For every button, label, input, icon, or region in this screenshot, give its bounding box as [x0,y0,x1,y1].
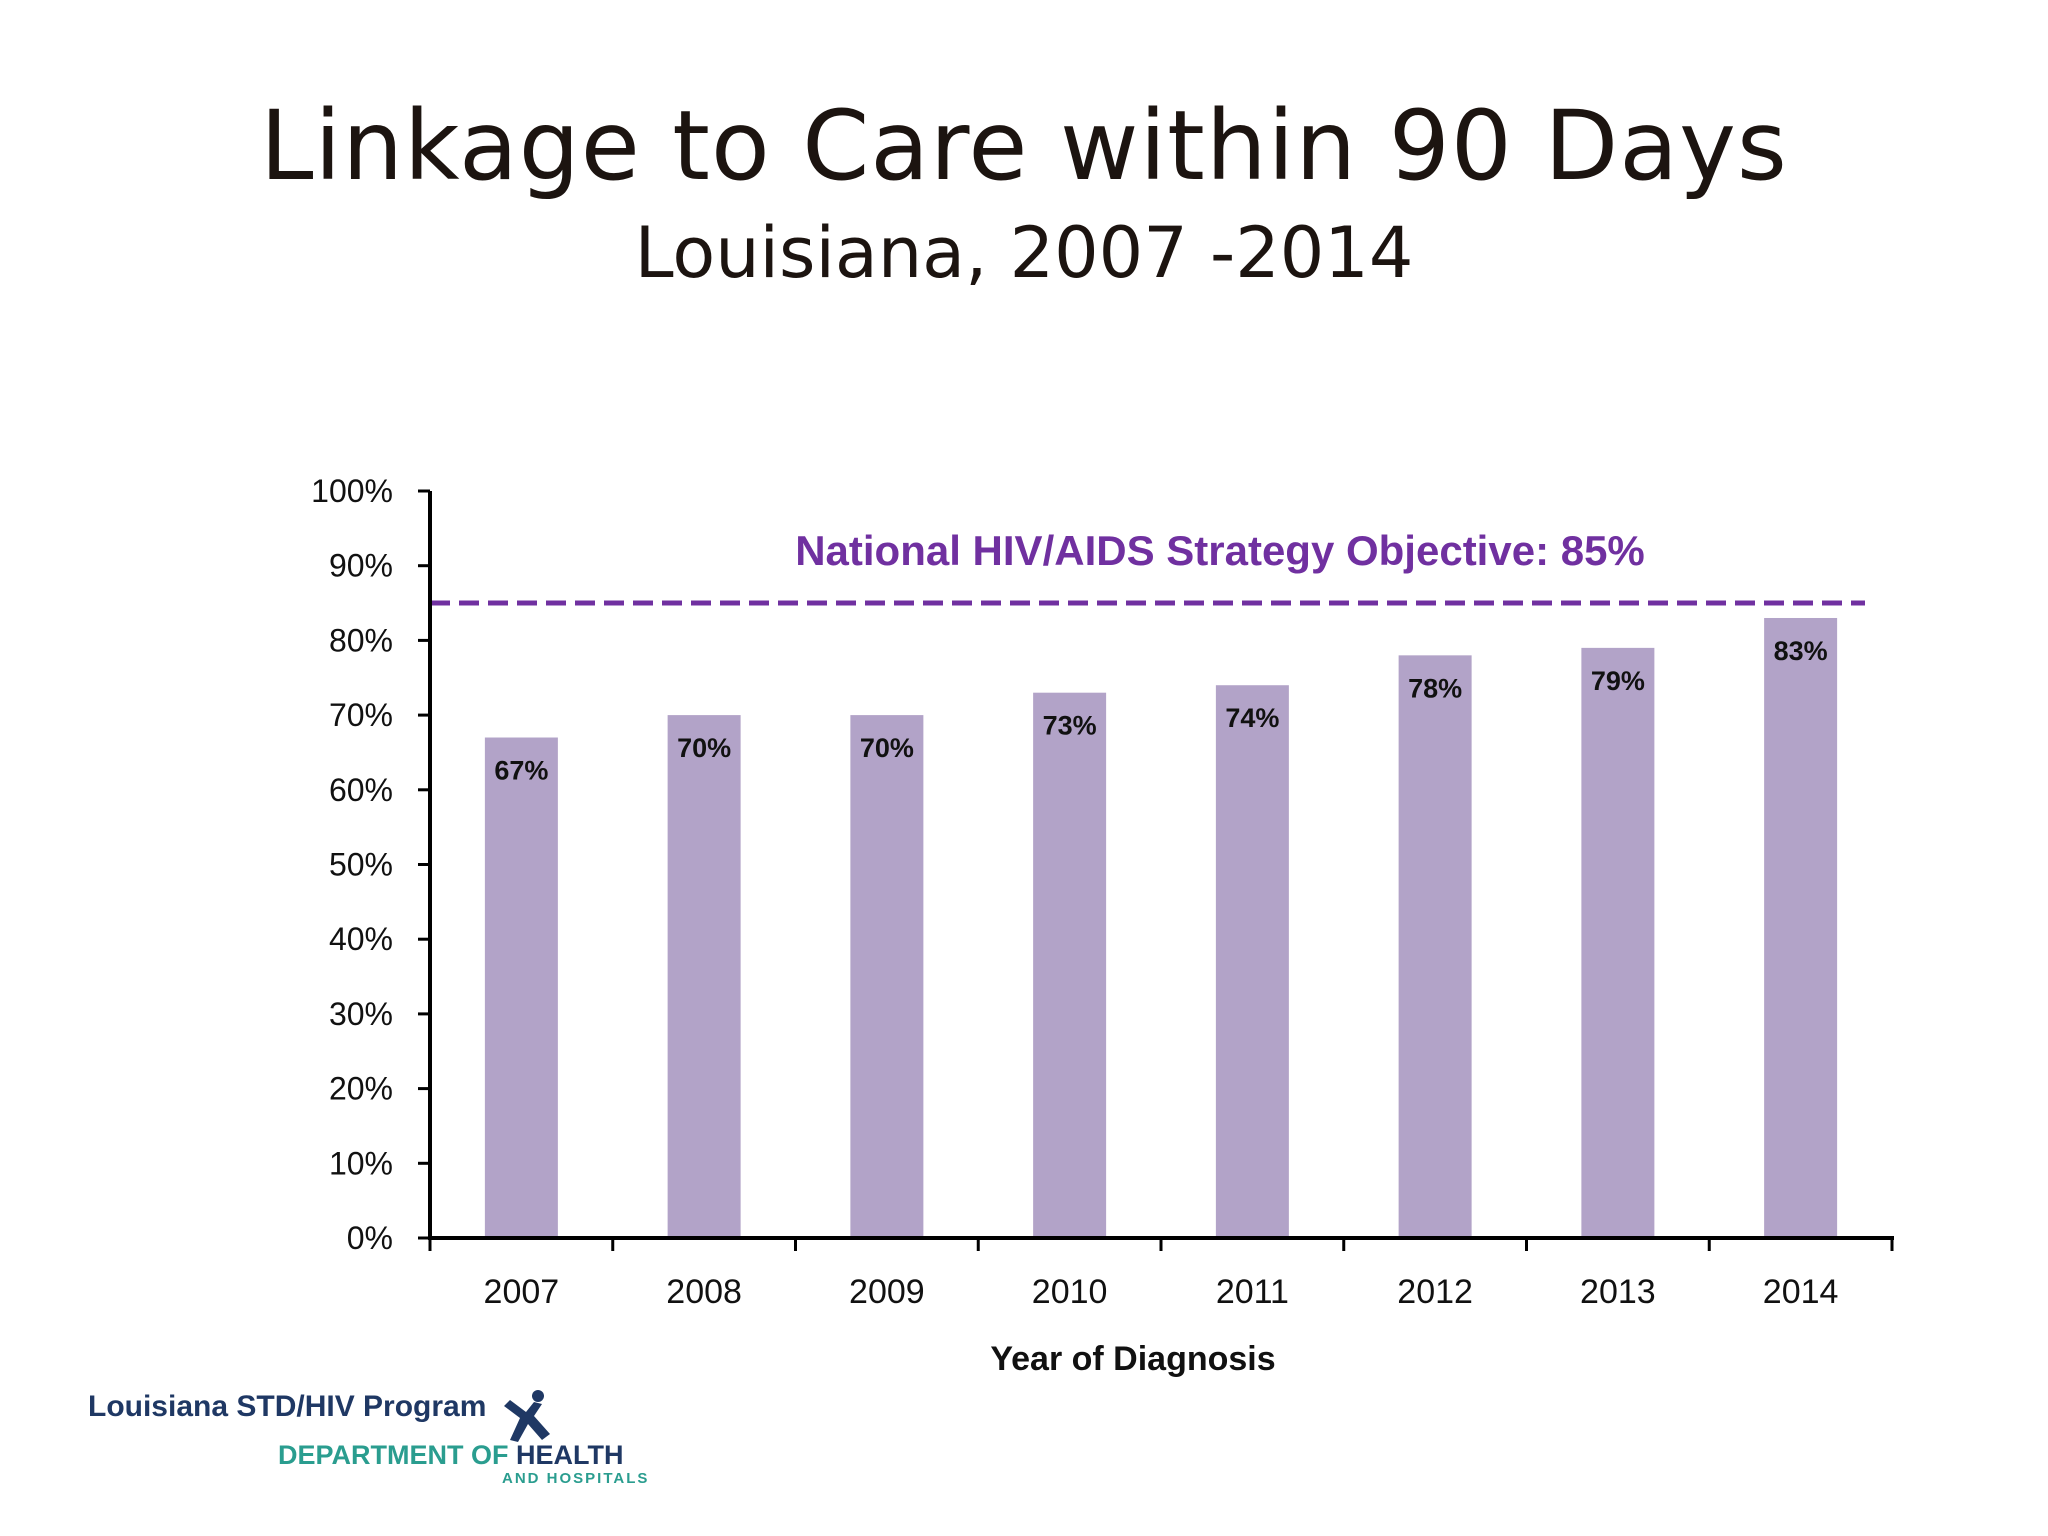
bar-2011 [1215,685,1289,1238]
data-label-2008: 70% [677,733,731,763]
y-tick-label-20: 20% [329,1071,393,1107]
data-label-2010: 73% [1043,711,1097,741]
x-tick-label-2010: 2010 [1032,1273,1108,1311]
bar-2007 [484,737,558,1238]
data-label-2009: 70% [860,733,914,763]
x-tick-label-2012: 2012 [1397,1273,1473,1311]
slide-subtitle: Louisiana, 2007 -2014 [634,212,1414,294]
objective-label: National HIV/AIDS Strategy Objective: 85… [795,527,1645,574]
y-tick-label-50: 50% [329,847,393,883]
slide-title: Linkage to Care within 90 Days [260,90,1788,202]
footer-dept-health: HEALTH [516,1440,624,1470]
y-tick-label-100: 100% [311,473,393,509]
y-tick-label-30: 30% [329,996,393,1032]
y-tick-label-90: 90% [329,548,393,584]
bar-2014 [1764,617,1838,1238]
x-tick-label-2007: 2007 [484,1273,560,1311]
bar-2009 [850,715,924,1238]
y-tick-label-0: 0% [347,1220,393,1256]
footer-department: DEPARTMENT OF HEALTH [278,1440,624,1471]
x-tick-label-2014: 2014 [1763,1273,1839,1311]
bar-2012 [1398,655,1472,1238]
data-label-2012: 78% [1408,673,1462,703]
data-label-2007: 67% [494,756,548,786]
data-label-2011: 74% [1225,703,1279,733]
bar-2008 [667,715,741,1238]
y-tick-label-80: 80% [329,622,393,658]
footer-dept-prefix: DEPARTMENT OF [278,1440,516,1470]
y-tick-label-10: 10% [329,1145,393,1181]
x-tick-label-2008: 2008 [666,1273,742,1311]
running-figure-icon [504,1390,550,1442]
bar-2013 [1581,647,1655,1238]
x-tick-label-2011: 2011 [1216,1273,1289,1311]
footer-dept-sub: AND HOSPITALS [502,1470,650,1487]
y-tick-label-60: 60% [329,772,393,808]
x-tick-label-2013: 2013 [1580,1273,1656,1311]
bar-2010 [1033,692,1107,1238]
data-label-2014: 83% [1774,636,1828,666]
footer-program-name: Louisiana STD/HIV Program [88,1390,487,1423]
y-tick-label-40: 40% [329,921,393,957]
x-tick-label-2009: 2009 [849,1273,925,1311]
x-axis-title: Year of Diagnosis [990,1340,1275,1378]
data-label-2013: 79% [1591,666,1645,696]
y-tick-label-70: 70% [329,697,393,733]
